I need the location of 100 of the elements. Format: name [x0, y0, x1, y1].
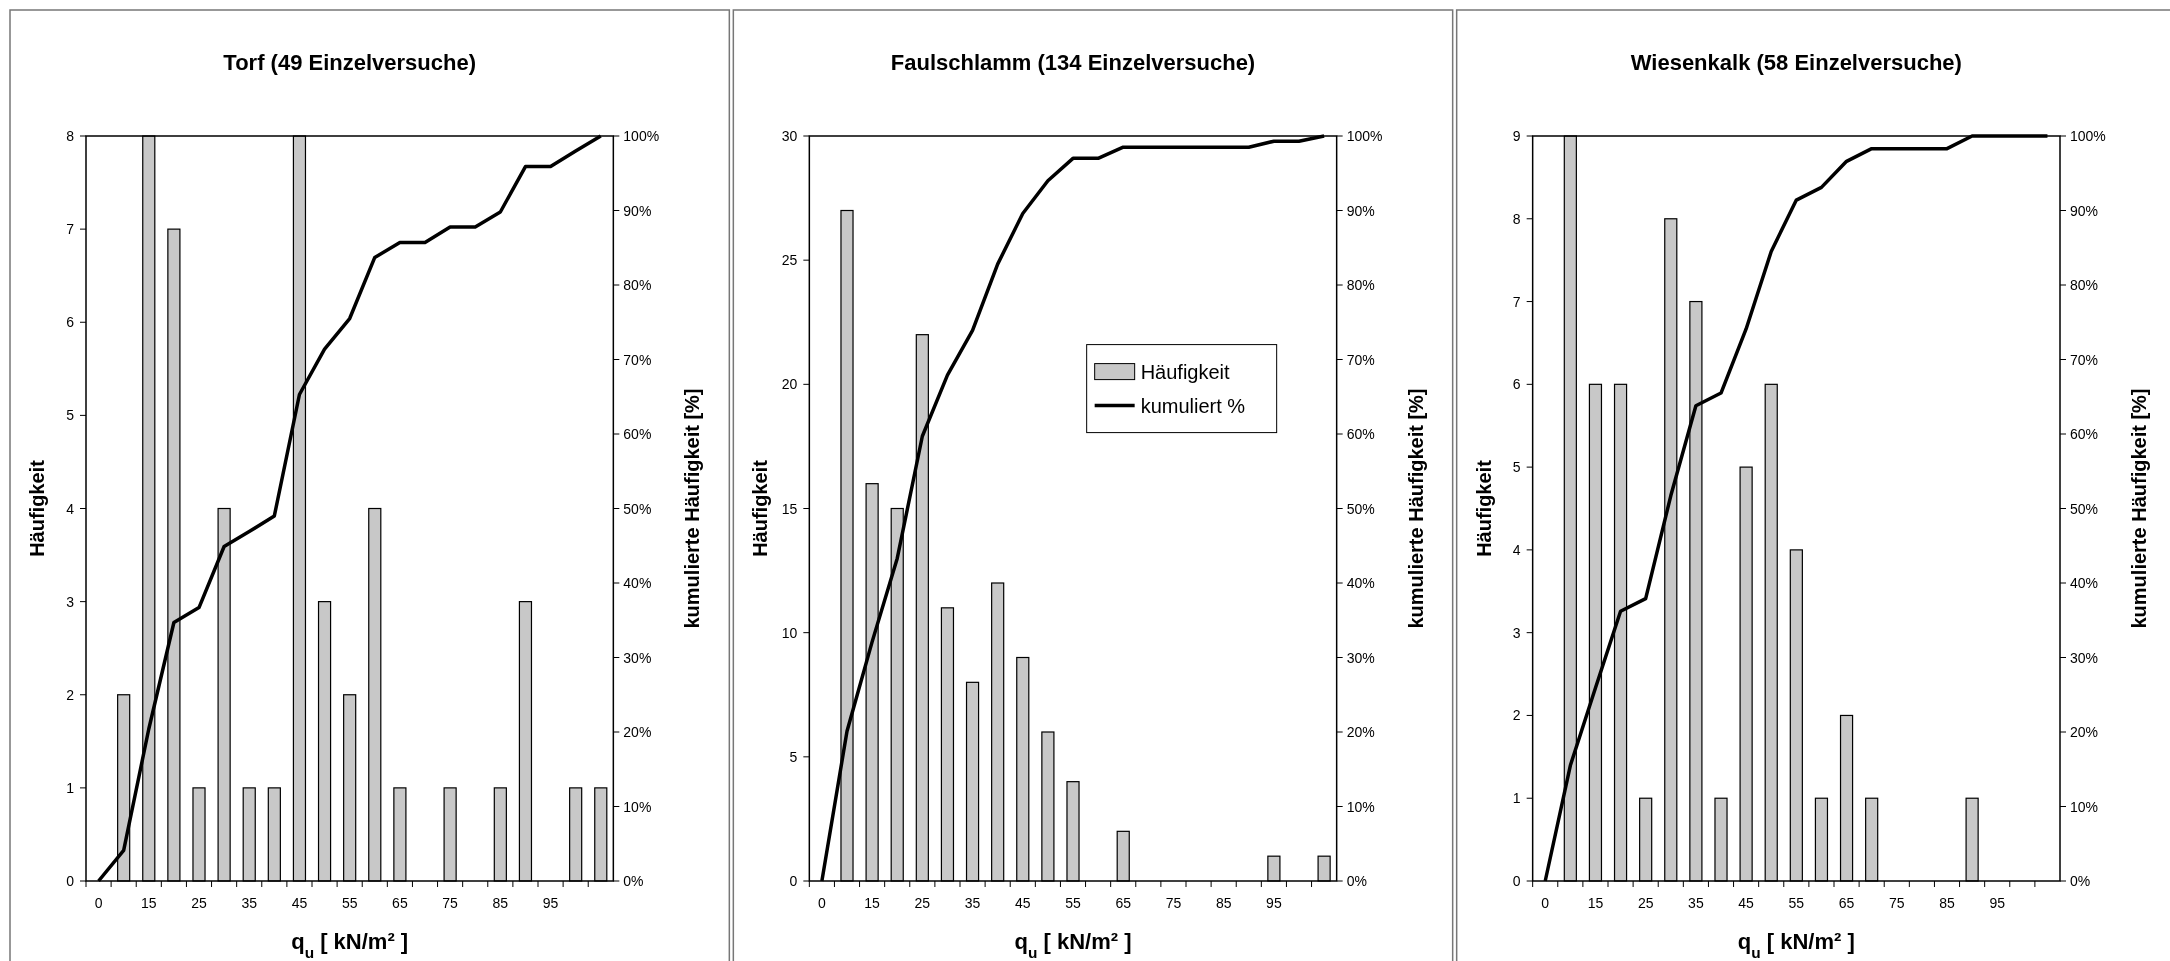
y-tick-label: 1: [66, 779, 75, 796]
y2-tick-label: 100%: [623, 128, 660, 144]
y-tick-label: 5: [789, 748, 798, 765]
y2-tick-label: 70%: [1346, 351, 1375, 368]
y2-tick-label: 10%: [623, 798, 652, 815]
x-tick-label: 25: [1637, 895, 1654, 911]
x-tick-label: 55: [1788, 895, 1805, 911]
legend-label: Häufigkeit: [1140, 360, 1231, 383]
y2-axis-title: kumulierte Häufigkeit [%]: [2128, 388, 2150, 629]
y2-tick-label: 10%: [1346, 798, 1375, 815]
y2-tick-label: 100%: [2070, 128, 2106, 144]
y2-tick-label: 10%: [2070, 798, 2099, 815]
x-tick-label: 95: [1989, 895, 2006, 911]
x-tick-label: 95: [1266, 895, 1282, 911]
y-axis-title: Häufigkeit: [26, 459, 48, 557]
x-tick-label: 0: [1541, 895, 1550, 911]
y2-tick-label: 80%: [623, 277, 652, 293]
y-tick-label: 0: [66, 873, 75, 889]
y2-tick-label: 60%: [1346, 426, 1375, 442]
x-tick-label: 85: [1939, 895, 1955, 911]
y2-tick-label: 80%: [1346, 277, 1375, 293]
x-tick-label: 65: [1115, 895, 1132, 911]
y-tick-label: 6: [1512, 376, 1521, 393]
y-tick-label: 6: [66, 314, 75, 331]
y2-tick-label: 0%: [623, 873, 644, 889]
x-tick-label: 15: [140, 895, 157, 911]
x-axis-title: q$_{u}$ [ kN/m² ]: [1014, 929, 1132, 961]
x-tick-label: 35: [1688, 895, 1704, 911]
y2-tick-label: 30%: [2070, 649, 2099, 666]
x-tick-label: 0: [94, 895, 103, 911]
y2-tick-label: 40%: [623, 575, 652, 591]
y-tick-label: 7: [66, 221, 75, 238]
x-tick-label: 15: [1587, 895, 1604, 911]
y2-tick-label: 20%: [2070, 724, 2099, 740]
x-tick-label: 45: [1738, 895, 1755, 911]
x-tick-label: 55: [1065, 895, 1081, 911]
x-axis-title: q$_{u}$ [ kN/m² ]: [291, 929, 409, 961]
y2-tick-label: 60%: [623, 426, 652, 442]
y2-tick-label: 90%: [623, 202, 652, 219]
x-tick-label: 75: [442, 895, 459, 911]
chart-title: Wiesenkalk (58 Einzelversuche): [1630, 50, 1962, 75]
x-axis-title: q$_{u}$ [ kN/m² ]: [1737, 929, 1855, 961]
y-tick-label: 3: [66, 593, 75, 610]
y-tick-label: 8: [66, 128, 75, 144]
y-tick-label: 3: [1512, 624, 1521, 641]
y2-tick-label: 20%: [1346, 724, 1375, 740]
x-tick-label: 95: [542, 895, 559, 911]
y-tick-label: 5: [66, 407, 75, 424]
legend-label: kumuliert %: [1140, 394, 1246, 417]
y2-tick-label: 0%: [1346, 873, 1367, 889]
y-tick-label: 2: [66, 686, 75, 703]
x-tick-label: 25: [191, 895, 207, 911]
y-tick-label: 0: [1512, 873, 1521, 889]
x-tick-label: 85: [492, 895, 509, 911]
x-tick-label: 85: [1215, 895, 1232, 911]
x-tick-label: 65: [392, 895, 408, 911]
y2-tick-label: 80%: [2070, 277, 2099, 293]
y-tick-label: 5: [1512, 459, 1521, 476]
x-tick-label: 35: [241, 895, 258, 911]
x-tick-label: 65: [1838, 895, 1855, 911]
x-tick-label: 45: [1014, 895, 1031, 911]
chart-title: Faulschlamm (134 Einzelversuche): [890, 50, 1256, 75]
x-tick-label: 0: [817, 895, 826, 911]
y-tick-label: 4: [66, 500, 75, 517]
y-tick-label: 9: [1512, 128, 1521, 144]
y-tick-label: 4: [1512, 541, 1521, 558]
x-tick-label: 75: [1165, 895, 1182, 911]
y-tick-label: 7: [1512, 293, 1521, 310]
y2-tick-label: 70%: [623, 351, 652, 368]
chart-title: Torf (49 Einzelversuche): [223, 50, 476, 75]
y2-tick-label: 90%: [2070, 202, 2099, 219]
y2-tick-label: 70%: [2070, 351, 2099, 368]
y2-tick-label: 90%: [1346, 202, 1375, 219]
y-axis-title: Häufigkeit: [1472, 459, 1495, 557]
y2-tick-label: 50%: [1346, 500, 1375, 517]
y-tick-label: 10: [781, 624, 798, 641]
x-tick-label: 45: [291, 895, 308, 911]
y2-tick-label: 30%: [1346, 649, 1375, 666]
y2-tick-label: 50%: [623, 500, 652, 517]
y2-axis-title: kumulierte Häufigkeit [%]: [1404, 388, 1427, 629]
y-tick-label: 30: [781, 128, 798, 144]
y2-tick-label: 40%: [2070, 575, 2099, 591]
y2-axis-title: kumulierte Häufigkeit [%]: [681, 388, 704, 629]
y-tick-label: 2: [1512, 707, 1521, 724]
y-tick-label: 0: [789, 873, 798, 889]
x-tick-label: 15: [864, 895, 881, 911]
x-tick-label: 55: [341, 895, 358, 911]
y-tick-label: 1: [1512, 790, 1521, 807]
y-tick-label: 20: [781, 376, 798, 393]
y2-tick-label: 60%: [2070, 426, 2099, 442]
y-tick-label: 8: [1512, 210, 1521, 227]
x-tick-label: 35: [964, 895, 981, 911]
y2-tick-label: 100%: [1346, 128, 1383, 144]
x-tick-label: 25: [914, 895, 931, 911]
y-axis-title: Häufigkeit: [749, 459, 772, 557]
x-tick-label: 75: [1888, 895, 1905, 911]
y2-tick-label: 20%: [623, 724, 652, 740]
y2-tick-label: 40%: [1346, 575, 1375, 591]
y2-tick-label: 50%: [2070, 500, 2099, 517]
y2-tick-label: 30%: [623, 649, 652, 666]
